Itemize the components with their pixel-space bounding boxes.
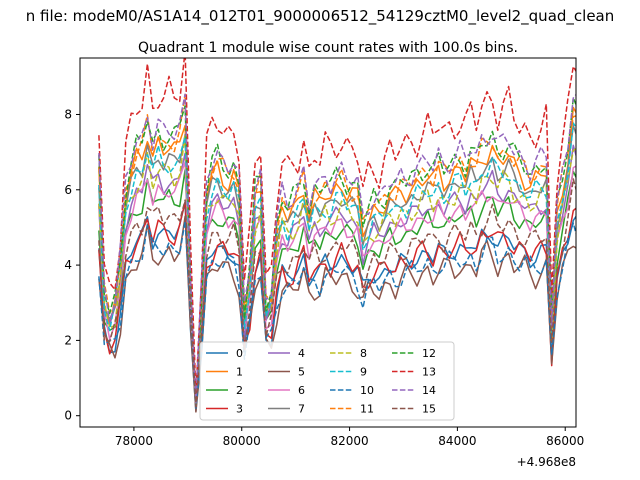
series-line-8 — [98, 135, 576, 406]
legend-label: 7 — [298, 403, 305, 416]
plot-frame — [79, 57, 577, 428]
legend-box — [199, 341, 455, 421]
axes: 78000 80000 82000 84000 86000 0 2 4 6 8 — [64, 107, 584, 448]
y-tick-label: 8 — [64, 107, 72, 121]
legend-label: 5 — [298, 366, 305, 379]
x-tick-label: 86000 — [546, 434, 584, 448]
legend-label: 13 — [422, 366, 436, 379]
legend-label: 6 — [298, 384, 305, 397]
legend-label: 15 — [422, 403, 436, 416]
y-tick-label: 2 — [64, 333, 72, 347]
x-tick-label: 78000 — [115, 434, 153, 448]
legend-label: 0 — [236, 347, 243, 360]
chart-title: Quadrant 1 module wise count rates with … — [138, 40, 518, 56]
y-tick-label: 4 — [64, 258, 72, 272]
legend-label: 3 — [236, 403, 243, 416]
legend-label: 9 — [360, 366, 367, 379]
y-tick-label: 0 — [64, 409, 72, 423]
x-tick-label: 84000 — [438, 434, 476, 448]
legend-label: 2 — [236, 384, 243, 397]
series-line-10 — [98, 220, 576, 409]
x-tick-label: 80000 — [223, 434, 261, 448]
x-tick-label: 82000 — [330, 434, 368, 448]
series-line-13 — [98, 58, 576, 395]
y-tick-label: 6 — [64, 183, 72, 197]
chart-suptitle: n file: modeM0/AS1A14_012T01_9000006512_… — [26, 7, 615, 26]
x-offset-label: +4.968e8 — [517, 455, 576, 469]
series-layer — [98, 58, 576, 413]
legend-label: 11 — [360, 403, 374, 416]
legend-label: 4 — [298, 347, 305, 360]
series-line-14 — [98, 93, 576, 404]
legend-label: 8 — [360, 347, 367, 360]
legend-label: 12 — [422, 347, 436, 360]
legend-label: 14 — [422, 384, 436, 397]
legend-label: 1 — [236, 366, 243, 379]
legend-label: 10 — [360, 384, 374, 397]
